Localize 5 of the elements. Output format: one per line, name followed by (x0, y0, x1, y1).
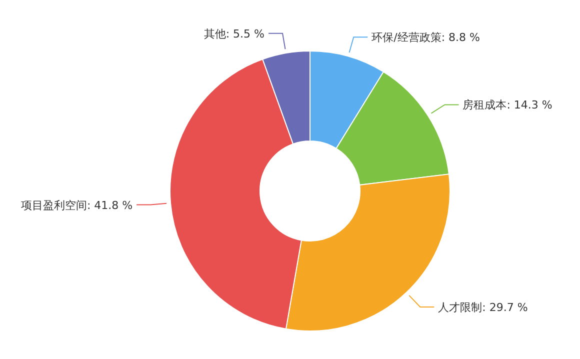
slice-label: 人才限制: 29.7 % (438, 301, 528, 314)
slice-label: 环保/经营政策: 8.8 % (372, 31, 480, 44)
slice-label: 房租成本: 14.3 % (462, 98, 552, 112)
slice-label: 项目盈利空间: 41.8 % (20, 198, 133, 212)
slice-label: 其他: 5.5 % (204, 27, 265, 40)
